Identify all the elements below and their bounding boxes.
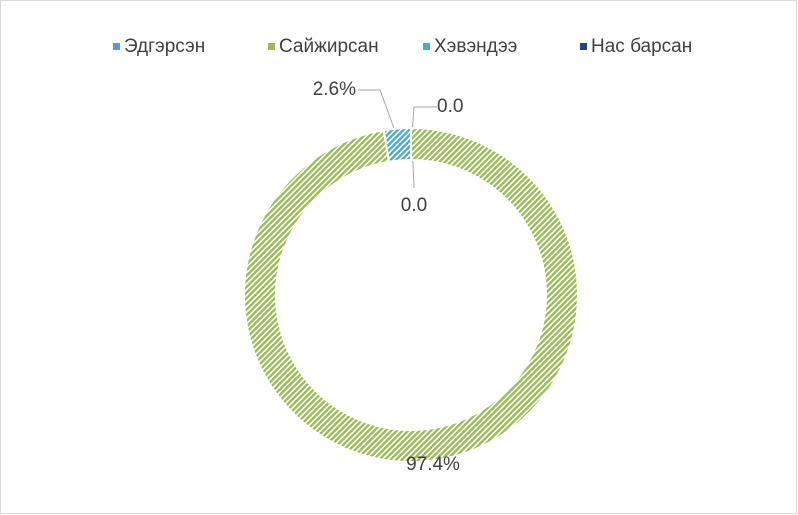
legend-label: Хэвэндээ [434,36,517,57]
donut-slice [382,126,412,163]
legend-label: Эдгэрсэн [124,36,205,57]
donut-slice [243,126,579,463]
data-label: 97.4% [406,454,460,475]
data-label: 0.0 [437,96,463,117]
legend-swatch [423,43,430,50]
legend-label: Сайжирсан [279,36,379,57]
legend-label: Нас барсан [591,36,692,57]
data-label: 0.0 [401,195,427,216]
legend-swatch [268,43,275,50]
legend-swatch [580,43,587,50]
leader-line [411,106,437,136]
legend-swatch [113,43,120,50]
data-label: 2.6% [313,79,356,100]
